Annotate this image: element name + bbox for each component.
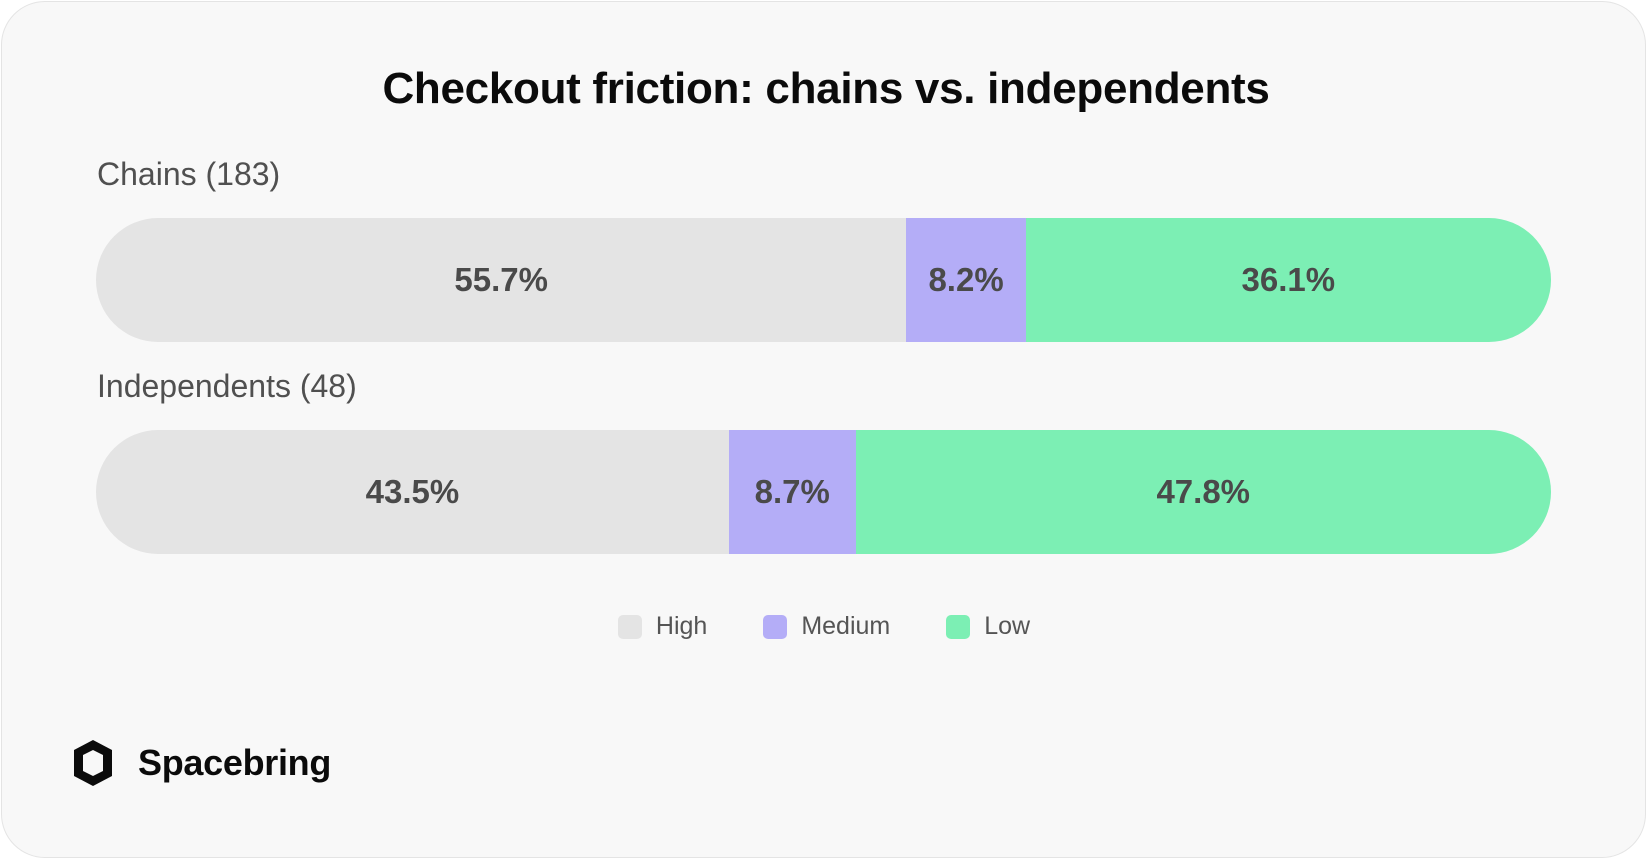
brand-name: Spacebring [138,742,332,783]
legend-label: High [655,612,708,640]
stacked-bar-independents: 43.5% 8.7% 47.8% [96,430,1551,554]
bar-segment-low: 36.1% [1025,218,1551,342]
data-label: 8.2% [928,261,1004,298]
legend-item-medium: Medium [763,612,890,641]
data-label: 55.7% [454,261,548,298]
brand: Spacebring [70,738,331,788]
chart-title: Checkout friction: chains vs. independen… [382,64,1270,113]
legend-item-low: Low [946,612,1030,641]
legend-label: Low [984,612,1031,640]
legend-label: Medium [801,612,891,640]
group-label-chains: Chains (183) [97,156,281,192]
legend-item-high: High [617,612,708,641]
bar-segment-medium: 8.2% [906,218,1026,342]
legend-swatch [946,614,971,639]
data-label: 8.7% [754,473,830,510]
bar-segment-medium: 8.7% [728,430,856,554]
group-label-independents: Independents (48) [97,368,357,404]
legend-swatch [763,614,788,639]
spacebring-logo-icon [74,740,112,786]
chart-legend: High Medium Low [0,612,1648,641]
legend-swatch [617,614,642,639]
data-label: 47.8% [1156,473,1251,510]
stacked-bar-chains: 55.7% 8.2% 36.1% [96,218,1551,342]
bar-segment-low: 47.8% [855,430,1551,554]
bar-segment-high: 43.5% [96,430,729,554]
data-label: 43.5% [365,473,460,510]
data-label: 36.1% [1241,261,1336,298]
bar-segment-high: 55.7% [96,218,907,342]
